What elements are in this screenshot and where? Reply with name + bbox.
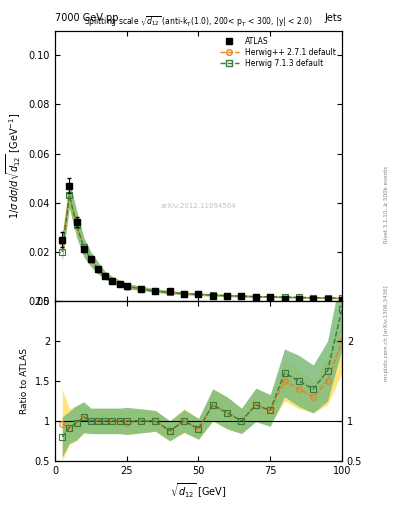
Text: arXiv:2012.11094564: arXiv:2012.11094564 [161,203,236,209]
Title: Splitting scale $\sqrt{d_{12}}$ (anti-k$_T$(1.0), 200< p$_T$ < 300, |y| < 2.0): Splitting scale $\sqrt{d_{12}}$ (anti-k$… [84,14,313,29]
Y-axis label: $1/\sigma\,d\sigma/d\sqrt{d_{12}}$ [GeV$^{-1}$]: $1/\sigma\,d\sigma/d\sqrt{d_{12}}$ [GeV$… [4,113,23,219]
X-axis label: $\sqrt{d_{12}}$ [GeV]: $\sqrt{d_{12}}$ [GeV] [170,481,227,500]
Text: 7000 GeV pp: 7000 GeV pp [55,13,119,23]
Legend: ATLAS, Herwig++ 2.7.1 default, Herwig 7.1.3 default: ATLAS, Herwig++ 2.7.1 default, Herwig 7.… [217,34,338,71]
Text: Jets: Jets [324,13,342,23]
Y-axis label: Ratio to ATLAS: Ratio to ATLAS [20,348,29,414]
Text: Rivet 3.1.10, ≥ 500k events: Rivet 3.1.10, ≥ 500k events [384,166,389,243]
Text: mcplots.cern.ch [arXiv:1306.3436]: mcplots.cern.ch [arXiv:1306.3436] [384,285,389,380]
